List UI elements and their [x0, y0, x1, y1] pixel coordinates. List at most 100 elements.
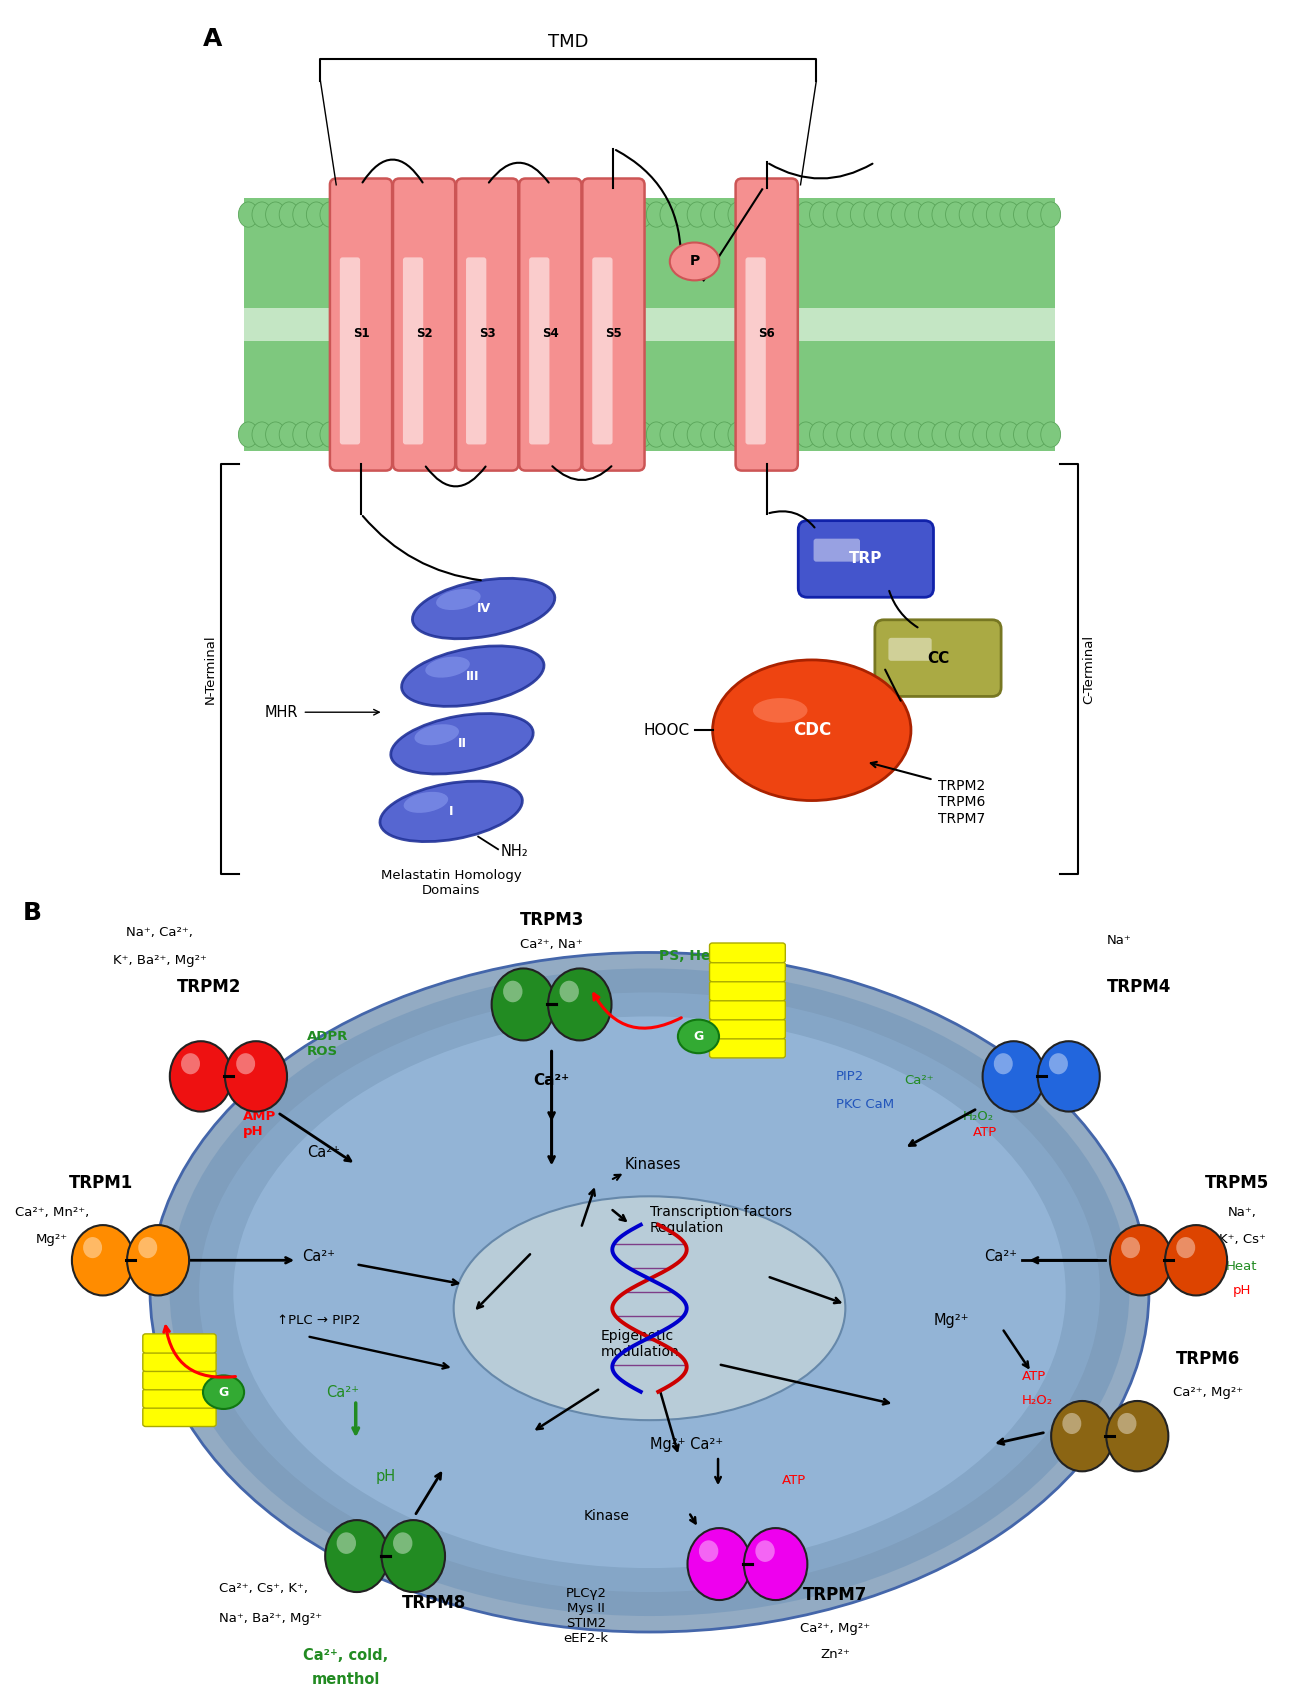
Text: PLCγ2
Mys II
STIM2
eEF2-k: PLCγ2 Mys II STIM2 eEF2-k	[564, 1587, 608, 1645]
Text: Ca²⁺: Ca²⁺	[904, 1075, 934, 1087]
Text: Na⁺: Na⁺	[1107, 934, 1131, 947]
Ellipse shape	[416, 202, 435, 228]
Ellipse shape	[491, 968, 555, 1041]
FancyBboxPatch shape	[799, 521, 934, 597]
Text: S2: S2	[416, 327, 433, 340]
Text: Ca²⁺, Mn²⁺,: Ca²⁺, Mn²⁺,	[16, 1206, 90, 1220]
Ellipse shape	[1028, 422, 1047, 447]
Ellipse shape	[727, 422, 748, 447]
Text: Epigenetic
modulation: Epigenetic modulation	[600, 1328, 679, 1359]
Ellipse shape	[199, 992, 1100, 1592]
Text: Transcription factors
Regulation: Transcription factors Regulation	[650, 1206, 791, 1235]
Ellipse shape	[700, 422, 721, 447]
Text: TRPM6: TRPM6	[1176, 1351, 1239, 1368]
Ellipse shape	[678, 1019, 720, 1053]
Ellipse shape	[851, 422, 870, 447]
Ellipse shape	[470, 202, 490, 228]
Ellipse shape	[496, 422, 517, 447]
Ellipse shape	[918, 202, 938, 228]
Ellipse shape	[265, 202, 286, 228]
Ellipse shape	[986, 422, 1007, 447]
Ellipse shape	[381, 781, 522, 842]
Ellipse shape	[265, 422, 286, 447]
Text: Ca²⁺, Na⁺: Ca²⁺, Na⁺	[520, 937, 583, 951]
Ellipse shape	[946, 422, 965, 447]
Text: G: G	[218, 1386, 229, 1398]
Text: S4: S4	[542, 327, 559, 340]
Ellipse shape	[633, 422, 652, 447]
Ellipse shape	[994, 1053, 1013, 1075]
Ellipse shape	[796, 202, 816, 228]
Text: H₂O₂: H₂O₂	[963, 1111, 994, 1123]
Ellipse shape	[565, 202, 585, 228]
Text: pH: pH	[375, 1468, 395, 1483]
Ellipse shape	[388, 202, 408, 228]
Ellipse shape	[769, 202, 788, 228]
Text: TRPM2
TRPM6
TRPM7: TRPM2 TRPM6 TRPM7	[938, 779, 986, 825]
Ellipse shape	[239, 202, 259, 228]
Ellipse shape	[687, 202, 707, 228]
Ellipse shape	[252, 422, 271, 447]
Ellipse shape	[878, 422, 898, 447]
Ellipse shape	[334, 422, 353, 447]
Text: Ca²⁺: Ca²⁺	[534, 1073, 570, 1089]
Ellipse shape	[292, 202, 313, 228]
Ellipse shape	[538, 422, 557, 447]
Text: Mg²⁺ Ca²⁺: Mg²⁺ Ca²⁺	[650, 1437, 722, 1451]
Ellipse shape	[560, 981, 579, 1002]
Ellipse shape	[401, 202, 421, 228]
Bar	[244, 308, 1055, 340]
Ellipse shape	[320, 422, 340, 447]
Text: CDC: CDC	[792, 721, 831, 740]
Text: IV: IV	[477, 602, 491, 616]
Text: K⁺, Cs⁺: K⁺, Cs⁺	[1218, 1233, 1265, 1245]
Ellipse shape	[714, 202, 734, 228]
Ellipse shape	[647, 202, 666, 228]
Text: Mg²⁺: Mg²⁺	[934, 1313, 969, 1328]
Ellipse shape	[127, 1225, 190, 1296]
Ellipse shape	[456, 202, 475, 228]
Ellipse shape	[292, 422, 313, 447]
Ellipse shape	[837, 422, 856, 447]
Ellipse shape	[1051, 1402, 1113, 1471]
Ellipse shape	[234, 1017, 1065, 1568]
Ellipse shape	[986, 202, 1007, 228]
Ellipse shape	[453, 1196, 846, 1420]
Ellipse shape	[851, 202, 870, 228]
Ellipse shape	[414, 725, 459, 745]
Ellipse shape	[391, 713, 533, 774]
Ellipse shape	[523, 422, 544, 447]
Ellipse shape	[71, 1225, 134, 1296]
Ellipse shape	[973, 202, 992, 228]
Ellipse shape	[742, 422, 761, 447]
Text: B: B	[23, 900, 42, 925]
Ellipse shape	[1028, 202, 1047, 228]
Text: MHR: MHR	[265, 704, 297, 720]
Ellipse shape	[1117, 1414, 1137, 1434]
Ellipse shape	[674, 202, 694, 228]
Ellipse shape	[605, 422, 625, 447]
Text: pH: pH	[1233, 1284, 1251, 1296]
Ellipse shape	[336, 1533, 356, 1555]
Ellipse shape	[891, 202, 911, 228]
Ellipse shape	[374, 422, 394, 447]
Text: AMP
pH: AMP pH	[243, 1111, 277, 1138]
Ellipse shape	[551, 202, 572, 228]
Ellipse shape	[864, 202, 883, 228]
Ellipse shape	[347, 202, 368, 228]
Ellipse shape	[416, 422, 435, 447]
Ellipse shape	[279, 202, 299, 228]
Text: Na⁺,: Na⁺,	[1228, 1206, 1256, 1220]
Ellipse shape	[905, 422, 925, 447]
Ellipse shape	[620, 202, 639, 228]
Text: TMD: TMD	[548, 34, 588, 51]
FancyBboxPatch shape	[403, 257, 423, 444]
Text: ATP: ATP	[1021, 1371, 1046, 1383]
FancyBboxPatch shape	[709, 1019, 786, 1039]
Ellipse shape	[982, 1041, 1044, 1111]
Ellipse shape	[325, 1521, 388, 1592]
Ellipse shape	[170, 968, 1129, 1616]
Ellipse shape	[687, 422, 707, 447]
Ellipse shape	[931, 202, 952, 228]
Text: H₂O₂: H₂O₂	[1021, 1395, 1052, 1407]
